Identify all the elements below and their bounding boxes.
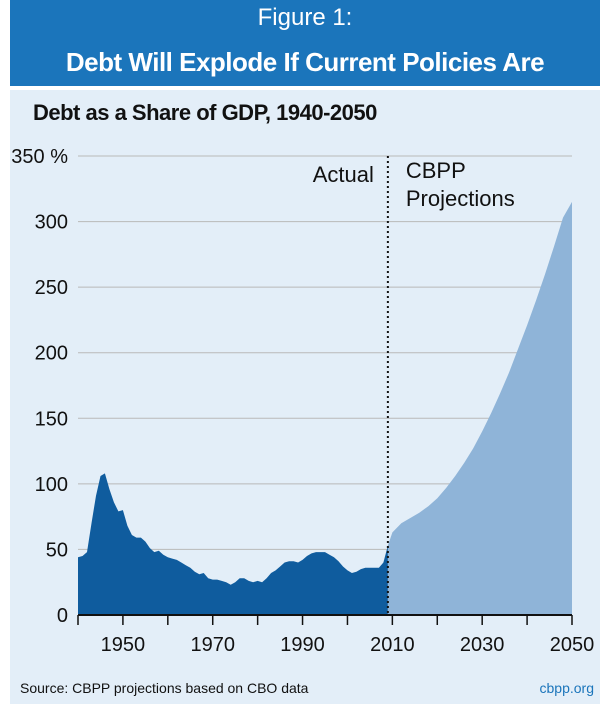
x-tick-label: 2010 [370,634,415,656]
y-tick-label: 200 [35,343,68,365]
y-tick-label: 100 [35,474,68,496]
x-tick-label: 2030 [460,634,505,656]
y-tick-label: 0 [57,605,68,627]
y-tick-label: 250 [35,277,68,299]
source-note: Source: CBPP projections based on CBO da… [20,680,309,696]
actual-label: Actual [313,162,374,187]
actual-area [78,473,388,615]
y-tick-label: 150 [35,408,68,430]
y-tick-label: 350 % [11,146,68,168]
projection-area [387,201,572,615]
y-tick-label: 50 [46,539,68,561]
projection-label-line2: Projections [406,186,515,211]
x-tick-label: 2050 [550,634,595,656]
figure-header: Figure 1: Debt Will Explode If Current P… [10,0,600,113]
x-tick-label: 1970 [190,634,235,656]
site-link[interactable]: cbpp.org [539,680,594,696]
x-tick-label: 1950 [101,634,146,656]
chart-title: Debt as a Share of GDP, 1940-2050 [33,100,377,125]
x-tick-label: 1990 [280,634,325,656]
projection-label-line1: CBPP [406,158,466,183]
figure-label: Figure 1: [257,4,353,31]
y-tick-label: 300 [35,212,68,234]
